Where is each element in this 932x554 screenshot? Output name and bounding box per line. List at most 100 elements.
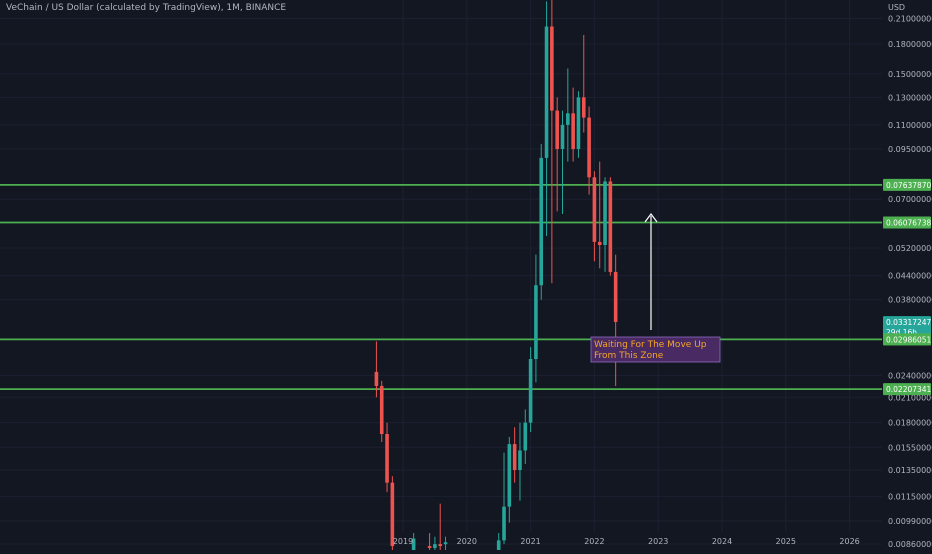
- level-price-tag: [883, 216, 931, 229]
- candle-body: [571, 113, 575, 149]
- candle: [587, 106, 591, 195]
- candle-body: [550, 26, 554, 111]
- candle-body: [581, 97, 586, 118]
- candle-body: [443, 542, 448, 545]
- candle-body: [374, 371, 379, 386]
- candle-body: [597, 241, 602, 245]
- candle: [597, 161, 602, 269]
- annotation-text-line2: From This Zone: [594, 351, 664, 361]
- candle-body: [560, 124, 565, 149]
- candle: [544, 1, 549, 236]
- candle-body: [427, 546, 432, 549]
- price-tick-label: 0.04400000: [888, 272, 932, 281]
- candle-body: [502, 506, 506, 541]
- price-tick-label: 0.07000000: [888, 195, 932, 204]
- price-tick-label: 0.00990000: [888, 517, 932, 526]
- candle-body: [385, 434, 389, 483]
- candle-body: [544, 26, 549, 158]
- horizontal-levels: [0, 183, 882, 390]
- level-price-tag: [883, 333, 931, 346]
- up-arrow-head-icon: [644, 213, 658, 223]
- candle-body: [534, 285, 538, 360]
- candle: [555, 97, 559, 212]
- candle: [539, 143, 544, 300]
- price-tick-label: 0.01550000: [888, 443, 932, 452]
- candle: [390, 476, 395, 554]
- price-tick-label: 0.01800000: [888, 419, 932, 428]
- candle-body: [566, 113, 570, 125]
- price-tick-label: 0.00860000: [888, 540, 932, 549]
- time-tick-label: 2025: [776, 537, 796, 546]
- candle: [560, 110, 565, 214]
- level-price-tag: [883, 178, 931, 191]
- candle: [571, 87, 575, 162]
- candle-body: [603, 181, 607, 245]
- price-tick-label: 0.02400000: [888, 371, 932, 380]
- candle: [592, 171, 597, 262]
- annotation-layer: Waiting For The Move Up From This Zone: [590, 213, 721, 363]
- price-tick-label: 0.01150000: [888, 492, 932, 501]
- current-price-tag: [883, 316, 931, 339]
- level-price-tag-label: 0.02207341: [886, 385, 932, 394]
- candle-body: [539, 157, 544, 286]
- time-tick-label: 2026: [839, 537, 859, 546]
- candle: [379, 380, 384, 443]
- level-price-tag-label: 0.07637870: [886, 181, 932, 190]
- price-axis[interactable]: 0.21000000 0.18000000 0.15000000 0.13000000…: [888, 15, 932, 550]
- price-tick-label: 0.03800000: [888, 296, 932, 305]
- annotation-box[interactable]: [590, 336, 721, 363]
- chart-title: VeChain / US Dollar (calculated by Tradi…: [6, 3, 287, 13]
- candle: [581, 34, 586, 133]
- candle-body: [587, 117, 591, 178]
- candle: [608, 177, 613, 276]
- level-price-tag: [883, 383, 931, 396]
- price-tick-label: 0.11000000: [888, 121, 932, 130]
- price-tick-label: 0.21000000: [888, 15, 932, 24]
- candle: [528, 347, 533, 433]
- level-price-tag-label: 0.02986051: [886, 335, 932, 344]
- candle: [427, 533, 432, 552]
- price-tags: 0.07637870 0.06076738 0.02986051 0.02207341…: [883, 178, 932, 396]
- level-price-tag-label: 0.06076738: [886, 219, 932, 228]
- candle: [443, 536, 448, 552]
- candle-body: [379, 385, 384, 435]
- candle: [496, 533, 501, 552]
- candle: [374, 341, 379, 398]
- price-tick-label: 0.18000000: [888, 40, 932, 49]
- candle: [523, 409, 528, 464]
- candle: [566, 68, 570, 162]
- time-tick-label: 2019: [393, 537, 413, 546]
- candle-body: [608, 181, 613, 272]
- time-tick-label: 2022: [584, 537, 604, 546]
- candle-body: [592, 177, 597, 242]
- candle-body: [555, 110, 559, 149]
- candle: [518, 422, 522, 501]
- candle: [507, 436, 512, 523]
- candle: [438, 503, 443, 552]
- currency-label: USD: [888, 3, 906, 12]
- candle-body: [512, 444, 517, 470]
- candle: [433, 536, 437, 552]
- price-tick-label: 0.01350000: [888, 466, 932, 475]
- annotation-text-line1: Waiting For The Move Up: [594, 340, 707, 350]
- candle-body: [613, 271, 618, 322]
- candle: [550, 0, 554, 284]
- candle: [512, 427, 517, 483]
- candle: [603, 177, 607, 272]
- candle-body: [433, 544, 437, 549]
- candle-body: [518, 450, 522, 470]
- candle-body: [528, 359, 533, 423]
- time-tick-label: 2024: [712, 537, 732, 546]
- current-price-label: 0.03317247: [886, 318, 932, 327]
- candle-body: [496, 540, 501, 550]
- time-axis[interactable]: 2019 2020 2021 2022 2023 2024 2025 2026: [393, 537, 860, 546]
- candle-body: [438, 544, 443, 547]
- price-tick-label: 0.02100000: [888, 393, 932, 402]
- time-tick-label: 2020: [457, 537, 477, 546]
- candle: [385, 422, 389, 493]
- candle-body: [576, 97, 581, 149]
- candle: [502, 452, 506, 545]
- candle: [613, 254, 618, 386]
